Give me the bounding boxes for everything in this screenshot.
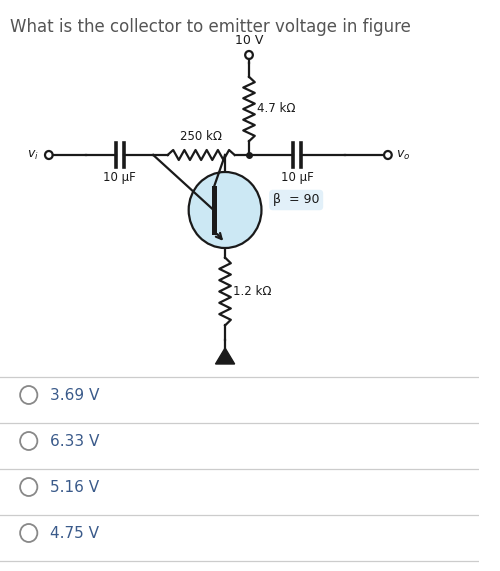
Text: 1.2 kΩ: 1.2 kΩ (232, 285, 271, 298)
Text: 3.69 V: 3.69 V (50, 388, 99, 403)
Circle shape (188, 172, 262, 248)
Text: 4.75 V: 4.75 V (50, 525, 99, 541)
Text: 5.16 V: 5.16 V (50, 480, 99, 494)
Text: $v_i$: $v_i$ (28, 148, 40, 162)
Text: 10 μF: 10 μF (104, 171, 136, 184)
Text: 4.7 kΩ: 4.7 kΩ (256, 103, 295, 115)
Text: 10 μF: 10 μF (280, 171, 314, 184)
Text: 10 V: 10 V (235, 34, 263, 47)
Text: What is the collector to emitter voltage in figure: What is the collector to emitter voltage… (10, 18, 410, 36)
Text: β  = 90: β = 90 (273, 194, 320, 207)
Polygon shape (216, 348, 234, 364)
Text: 250 kΩ: 250 kΩ (180, 130, 222, 143)
Text: 6.33 V: 6.33 V (50, 433, 99, 448)
Text: $v_o$: $v_o$ (396, 148, 410, 162)
